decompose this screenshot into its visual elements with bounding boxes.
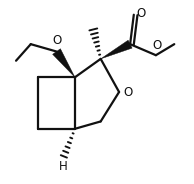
- Text: O: O: [137, 7, 146, 20]
- Polygon shape: [101, 40, 132, 59]
- Text: O: O: [53, 34, 62, 47]
- Polygon shape: [53, 49, 75, 77]
- Text: H: H: [59, 160, 67, 173]
- Text: O: O: [152, 39, 161, 52]
- Text: O: O: [124, 86, 133, 99]
